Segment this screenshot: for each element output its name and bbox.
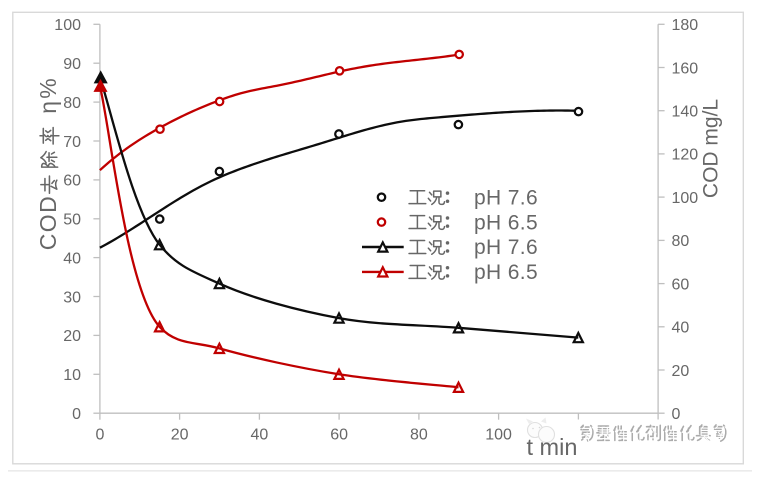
svg-text:40: 40 <box>672 320 690 337</box>
svg-text:50: 50 <box>63 212 81 229</box>
svg-text:100: 100 <box>485 426 512 443</box>
svg-text:160: 160 <box>672 60 699 77</box>
svg-text:0: 0 <box>72 406 81 423</box>
svg-text:pH 6.5: pH 6.5 <box>474 211 538 234</box>
svg-text:40: 40 <box>251 426 269 443</box>
svg-text:60: 60 <box>672 276 690 293</box>
svg-text:COD mg/L: COD mg/L <box>700 99 723 198</box>
svg-text:0: 0 <box>672 406 681 423</box>
svg-text:pH 6.5: pH 6.5 <box>474 261 538 284</box>
svg-text:140: 140 <box>672 104 699 121</box>
svg-text:80: 80 <box>63 95 81 112</box>
svg-text:70: 70 <box>63 134 81 151</box>
svg-text:0: 0 <box>95 426 104 443</box>
svg-text:C: C <box>35 234 61 251</box>
svg-text:pH 7.6: pH 7.6 <box>474 236 538 259</box>
svg-text:180: 180 <box>672 17 699 34</box>
svg-text:pH 7.6: pH 7.6 <box>474 186 538 209</box>
svg-text:120: 120 <box>672 147 699 164</box>
svg-text:20: 20 <box>63 328 81 345</box>
svg-text:%: % <box>35 78 61 98</box>
svg-text:D: D <box>35 196 61 213</box>
svg-text:60: 60 <box>330 426 348 443</box>
svg-text:40: 40 <box>63 250 81 267</box>
svg-text:60: 60 <box>63 173 81 190</box>
svg-text:10: 10 <box>63 367 81 384</box>
svg-text:100: 100 <box>672 190 699 207</box>
svg-text:O: O <box>35 214 61 232</box>
svg-text:100: 100 <box>54 17 81 34</box>
svg-text:90: 90 <box>63 56 81 73</box>
svg-text:t min: t min <box>527 434 578 460</box>
svg-text:80: 80 <box>672 233 690 250</box>
svg-text:20: 20 <box>672 363 690 380</box>
svg-text:30: 30 <box>63 289 81 306</box>
svg-text:80: 80 <box>410 426 428 443</box>
svg-text:η: η <box>35 101 61 114</box>
svg-text:20: 20 <box>171 426 189 443</box>
